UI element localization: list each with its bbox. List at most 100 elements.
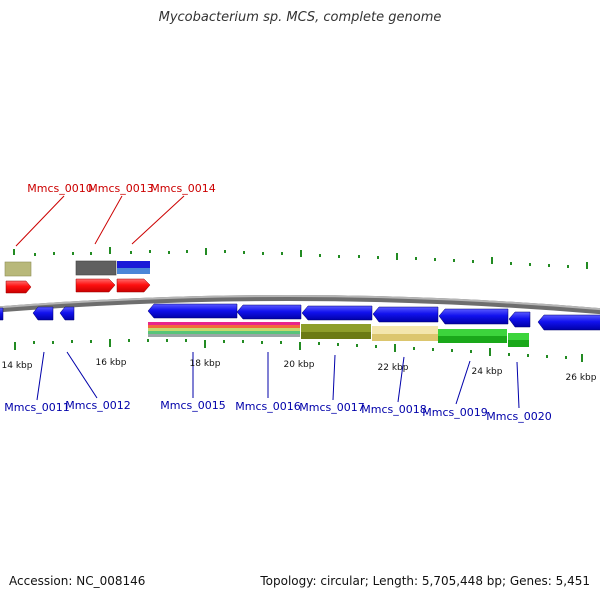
forward-tick-row [13,247,588,269]
tick-mark [109,339,111,347]
cds-arrow-mmcs-0020 [508,311,531,328]
callout-line-mmcs-0020 [516,361,520,409]
tick-mark [71,340,73,343]
tick-mark [318,342,320,345]
tick-mark [242,340,244,343]
gene-label-mmcs-0019: Mmcs_0019 [422,406,487,419]
cds-arrow-mmcs-0016 [236,304,302,320]
cds-arrow-edge-left [0,307,4,321]
feature-bar-mmcs-0020 [508,333,529,347]
tick-mark [149,250,151,253]
feature-bar-mmcs-0019 [438,329,507,343]
gene-label-mmcs-0017: Mmcs_0017 [299,401,364,414]
tick-mark [337,343,339,346]
genome-summary-text: Topology: circular; Length: 5,705,448 bp… [260,574,590,588]
reverse-cds-arrows [0,303,600,331]
tick-mark [204,340,206,348]
tick-mark [224,250,226,253]
callout-line-mmcs-0019 [455,360,471,405]
tick-mark [413,347,415,350]
cds-arrow-mmcs-0012 [59,306,75,321]
reverse-tick-row [14,339,583,362]
gene-label-mmcs-0015: Mmcs_0015 [160,399,225,412]
tick-mark [13,249,15,255]
forward-callout-lines [15,195,185,247]
tick-mark [451,349,453,352]
callout-line-mmcs-0018 [397,356,405,403]
cds-arrow-mmcs-0011 [32,306,54,321]
tick-mark [223,340,225,343]
tick-mark [546,355,548,358]
page-title: Mycobacterium sp. MCS, complete genome [158,10,442,25]
scale-label: 18 kbp [190,359,221,369]
cds-arrow-mmcs-0018 [372,306,439,323]
cds-arrow-mmcs-0017 [301,305,373,321]
reverse-callout-lines [36,351,520,409]
tick-mark [166,339,168,342]
reverse-feature-bars [148,322,529,347]
callout-line-mmcs-0010 [15,195,65,247]
feature-bar-mmcs-0014-bottom [117,268,150,274]
callout-line-mmcs-0017 [332,354,336,401]
cds-arrow-edge-right [537,314,600,331]
feature-bar-mmcs-0013 [75,260,117,276]
tick-mark [548,264,550,267]
tick-mark [128,339,130,342]
tick-mark [34,253,36,256]
tick-mark [415,257,417,260]
forward-feature-bars [4,260,150,277]
gene-label-mmcs-0011: Mmcs_0011 [4,401,69,414]
tick-mark [72,252,74,255]
tick-mark [586,262,588,269]
gene-label-mmcs-0014: Mmcs_0014 [150,182,215,195]
tick-mark [300,250,302,257]
gene-label-mmcs-0020: Mmcs_0020 [486,410,551,423]
tick-mark [205,248,207,255]
tick-mark [489,348,491,356]
tick-mark [491,257,493,264]
tick-mark [262,252,264,255]
tick-mark [567,265,569,268]
feature-bar-mmcs-0015 [148,322,300,337]
cds-arrow-mmcs-0019 [438,308,509,325]
tick-mark [356,344,358,347]
tick-mark [508,353,510,356]
tick-mark [338,255,340,258]
scale-label: 26 kbp [566,373,597,383]
gene-label-mmcs-0010: Mmcs_0010 [27,182,92,195]
tick-mark [377,256,379,259]
tick-mark [243,251,245,254]
tick-mark [396,253,398,260]
tick-mark [432,348,434,351]
scale-label: 16 kbp [96,358,127,368]
scale-label: 14 kbp [2,361,33,371]
tick-mark [453,259,455,262]
feature-bar-mmcs-0010 [4,261,32,277]
cds-arrow-mmcs-0013 [75,278,116,293]
scale-labels: 14 kbp 16 kbp 18 kbp 20 kbp 22 kbp 24 kb… [2,358,597,383]
tick-mark [52,341,54,344]
tick-mark [527,354,529,357]
reverse-gene-labels: Mmcs_0011 Mmcs_0012 Mmcs_0015 Mmcs_0016 … [4,399,551,423]
cds-arrow-mmcs-0010 [5,280,32,294]
scale-label: 24 kbp [472,367,503,377]
gene-label-mmcs-0016: Mmcs_0016 [235,400,300,413]
callout-line-mmcs-0014 [131,195,185,245]
callout-line-mmcs-0012 [66,351,98,399]
cds-arrow-mmcs-0015 [147,303,238,319]
tick-mark [281,252,283,255]
feature-bar-mmcs-0017 [301,324,371,339]
tick-mark [472,260,474,263]
scale-label: 20 kbp [284,360,315,370]
scale-label: 22 kbp [378,363,409,373]
tick-mark [130,251,132,254]
tick-mark [109,247,111,254]
tick-mark [299,342,301,350]
tick-mark [434,258,436,261]
tick-mark [529,263,531,266]
tick-mark [14,342,16,350]
tick-mark [319,254,321,257]
gene-label-mmcs-0012: Mmcs_0012 [65,399,130,412]
callout-line-mmcs-0011 [36,351,45,401]
forward-gene-labels: Mmcs_0010 Mmcs_0013 Mmcs_0014 [27,182,215,195]
